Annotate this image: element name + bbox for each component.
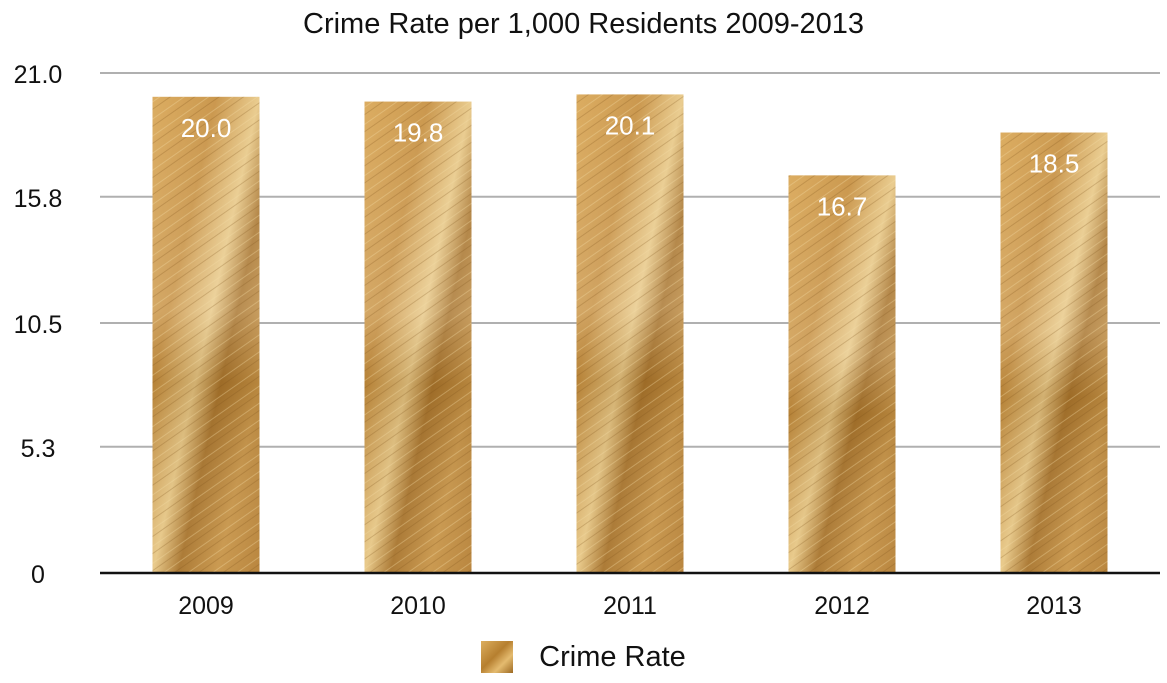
legend: Crime Rate bbox=[0, 640, 1167, 674]
bar-texture bbox=[364, 101, 472, 574]
data-label: 20.0 bbox=[181, 113, 232, 143]
y-tick-label: 15.8 bbox=[14, 185, 63, 213]
x-tick-label: 2012 bbox=[814, 592, 870, 620]
x-tick-label: 2013 bbox=[1026, 592, 1082, 620]
y-tick-label: 10.5 bbox=[14, 311, 63, 339]
bar-texture bbox=[152, 96, 260, 574]
bar-texture bbox=[576, 94, 684, 573]
axes: 0 5.3 10.5 15.8 21.0 2009 2010 2011 2012 2013 bbox=[14, 61, 1160, 620]
y-tick-label: 21.0 bbox=[14, 61, 63, 89]
x-tick-label: 2011 bbox=[603, 592, 657, 620]
data-label: 19.8 bbox=[393, 118, 444, 148]
chart-title: Crime Rate per 1,000 Residents 2009-2013 bbox=[303, 8, 864, 40]
legend-label: Crime Rate bbox=[539, 640, 686, 673]
bar-texture bbox=[1000, 132, 1108, 573]
data-label: 18.5 bbox=[1029, 149, 1080, 179]
data-label: 20.1 bbox=[605, 110, 656, 140]
x-tick-label: 2009 bbox=[178, 592, 234, 620]
x-tick-label: 2010 bbox=[390, 592, 446, 620]
y-tick-label: 5.3 bbox=[21, 435, 56, 463]
bars: 20.0 19.8 20.1 16.7 18.5 bbox=[152, 94, 1108, 574]
legend-swatch bbox=[481, 641, 514, 674]
y-tick-label: 0 bbox=[31, 561, 45, 589]
bar-texture bbox=[788, 175, 896, 573]
data-label: 16.7 bbox=[817, 191, 868, 221]
